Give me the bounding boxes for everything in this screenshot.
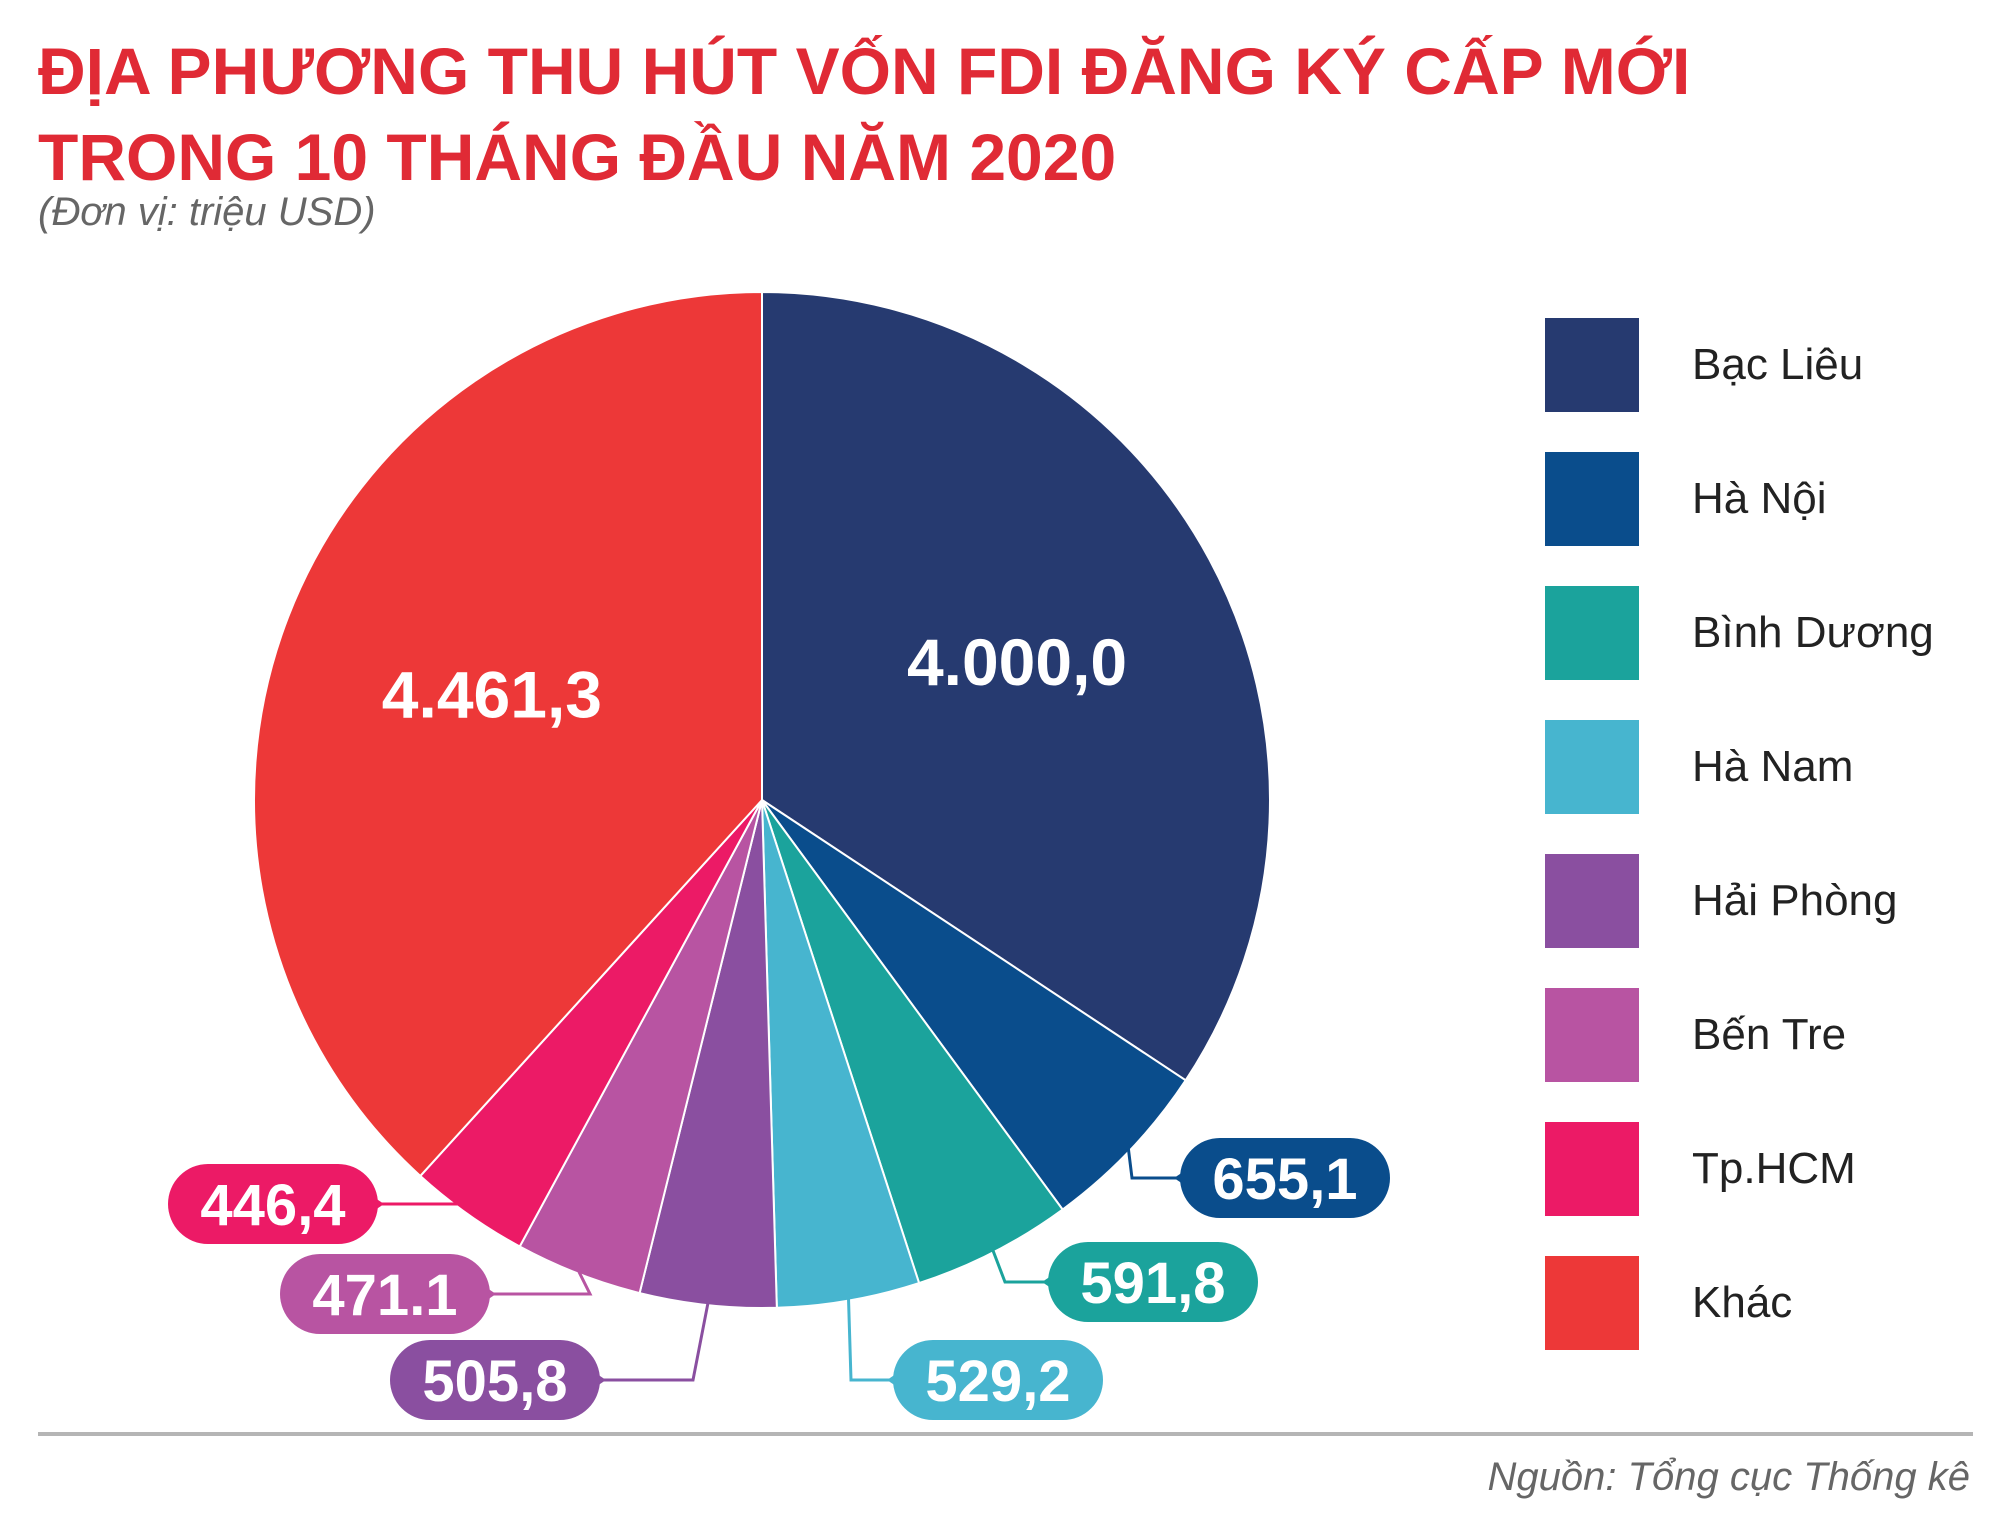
data-label-bac-lieu: 4.000,0 <box>907 625 1127 699</box>
callout-pill-tp-hcm <box>168 1164 378 1244</box>
legend-swatch <box>1545 1256 1639 1350</box>
legend-item-hai-phong: Hải Phòng <box>1545 854 1985 948</box>
title-line-1: ĐỊA PHƯƠNG THU HÚT VỐN FDI ĐĂNG KÝ CẤP M… <box>38 34 1691 108</box>
legend-swatch <box>1545 1122 1639 1216</box>
data-label-hai-phong: 505,8 <box>422 1349 567 1414</box>
legend-item-bac-lieu: Bạc Liêu <box>1545 318 1985 412</box>
legend-label: Bến Tre <box>1692 1010 1847 1059</box>
callout-pill-ha-noi <box>1180 1138 1390 1218</box>
callout-pill-ha-nam <box>893 1340 1103 1420</box>
legend-label: Hà Nam <box>1692 742 1854 791</box>
legend-label: Hà Nội <box>1692 474 1827 523</box>
callout-pill-ben-tre <box>280 1254 490 1334</box>
legend-label: Khác <box>1692 1278 1793 1327</box>
chart-title: ĐỊA PHƯƠNG THU HÚT VỐN FDI ĐĂNG KÝ CẤP M… <box>38 28 1691 200</box>
legend-item-ha-nam: Hà Nam <box>1545 720 1985 814</box>
data-label-ha-noi: 655,1 <box>1212 1147 1357 1212</box>
callout-pill-binh-duong <box>1048 1242 1258 1322</box>
data-label-khac: 4.461,3 <box>382 658 602 732</box>
source-note: Nguồn: Tổng cục Thống kê <box>1487 1455 1970 1499</box>
leader-line-tp-hcm <box>368 1202 475 1214</box>
legend-swatch <box>1545 318 1639 412</box>
legend-item-binh-duong: Bình Dương <box>1545 586 1985 680</box>
legend-label: Hải Phòng <box>1692 876 1898 925</box>
callout-tp-hcm: 446,4 <box>168 1164 475 1244</box>
data-label-binh-duong: 591,8 <box>1080 1251 1225 1316</box>
legend-label: Bạc Liêu <box>1692 340 1864 389</box>
data-label-ha-nam: 529,2 <box>925 1349 1070 1414</box>
callout-ha-nam: 529,2 <box>847 1298 1103 1420</box>
leader-line-ha-nam <box>847 1298 903 1382</box>
legend-item-ha-noi: Hà Nội <box>1545 452 1985 546</box>
legend-swatch <box>1545 720 1639 814</box>
legend-swatch <box>1545 988 1639 1082</box>
data-label-ben-tre: 471.1 <box>312 1263 457 1328</box>
data-label-tp-hcm: 446,4 <box>200 1173 345 1238</box>
legend-swatch <box>1545 452 1639 546</box>
legend-swatch <box>1545 854 1639 948</box>
pie-slice-khac <box>253 290 763 1178</box>
legend-item-ben-tre: Bến Tre <box>1545 988 1985 1082</box>
callout-ben-tre: 471.1 <box>280 1254 593 1334</box>
callout-hai-phong: 505,8 <box>390 1302 710 1420</box>
legend-item-tp-hcm: Tp.HCM <box>1545 1122 1985 1216</box>
title-line-2: TRONG 10 THÁNG ĐẦU NĂM 2020 <box>38 120 1117 194</box>
callout-binh-duong: 591,8 <box>991 1242 1258 1322</box>
callout-pill-hai-phong <box>390 1340 600 1420</box>
legend-swatch <box>1545 586 1639 680</box>
leader-line-ha-noi <box>1126 1148 1190 1180</box>
callout-ha-noi: 655,1 <box>1126 1138 1390 1218</box>
legend-label: Tp.HCM <box>1692 1144 1856 1193</box>
legend-item-khac: Khác <box>1545 1256 1985 1350</box>
leader-line-ben-tre <box>480 1271 593 1296</box>
divider <box>38 1432 1973 1436</box>
leader-line-binh-duong <box>991 1249 1058 1284</box>
unit-label: (Đơn vị: triệu USD) <box>38 190 376 234</box>
leader-line-hai-phong <box>590 1302 710 1382</box>
legend-label: Bình Dương <box>1692 608 1934 657</box>
